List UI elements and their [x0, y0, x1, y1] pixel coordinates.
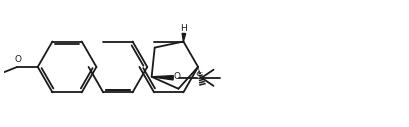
Polygon shape	[151, 76, 173, 80]
Text: O: O	[14, 55, 21, 65]
Polygon shape	[182, 33, 185, 42]
Text: Si: Si	[195, 72, 203, 81]
Text: H: H	[180, 24, 187, 33]
Text: O: O	[173, 72, 180, 81]
